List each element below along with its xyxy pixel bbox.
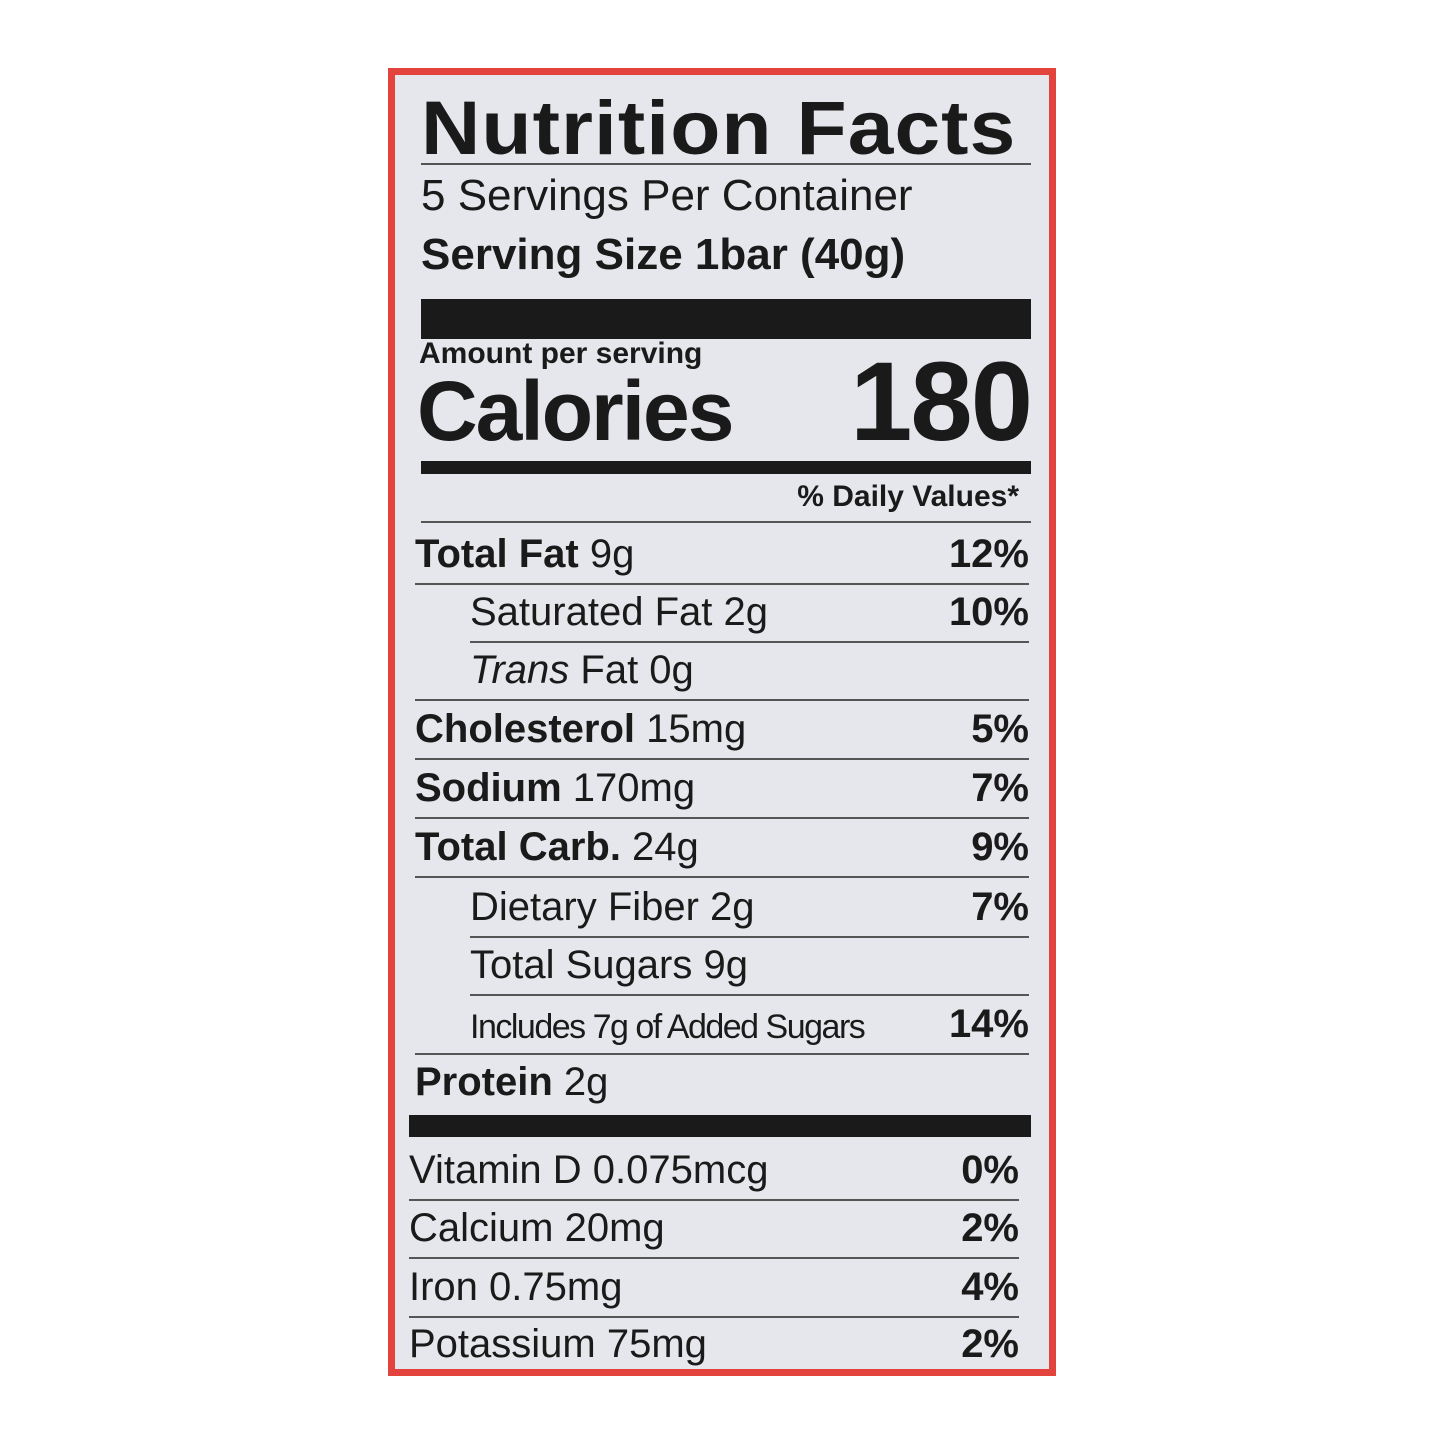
serving-size: Serving Size 1bar (40g)	[421, 230, 906, 279]
nutrient-row-total-fat: Total Fat 9g 12%	[415, 527, 1029, 585]
nutrient-row-sodium: Sodium 170mg 7%	[415, 761, 1029, 819]
calories-label: Calories	[417, 364, 734, 458]
nutrient-row-total-carb: Total Carb. 24g 9%	[415, 820, 1029, 878]
vitamin-row-potassium: Potassium 75mg 2%	[409, 1322, 1019, 1366]
thick-divider	[421, 299, 1031, 339]
vitamin-row-vitamin-d: Vitamin D 0.075mcg 0%	[409, 1143, 1029, 1201]
servings-per-container: 5 Servings Per Container	[421, 171, 913, 220]
medium-divider	[421, 461, 1031, 474]
amount-per-serving: Amount per serving	[419, 337, 703, 370]
divider	[421, 521, 1031, 523]
divider	[421, 163, 1031, 165]
daily-values-header: % Daily Values*	[797, 480, 1019, 513]
nutrition-facts-panel: Nutrition Facts 5 Servings Per Container…	[388, 68, 1056, 1376]
title: Nutrition Facts	[421, 86, 1017, 171]
thick-divider	[409, 1115, 1031, 1137]
nutrient-row-trans-fat: Trans Fat 0g	[415, 643, 1029, 701]
nutrient-row-dietary-fiber: Dietary Fiber 2g 7%	[415, 880, 1029, 938]
nutrient-row-saturated-fat: Saturated Fat 2g 10%	[415, 585, 1029, 643]
nutrient-row-protein: Protein 2g	[415, 1060, 609, 1104]
calories-value: 180	[850, 339, 1033, 464]
vitamin-row-calcium: Calcium 20mg 2%	[409, 1201, 1029, 1259]
nutrient-row-added-sugars: Includes 7g of Added Sugars 14%	[415, 997, 1029, 1055]
nutrient-row-cholesterol: Cholesterol 15mg 5%	[415, 702, 1029, 760]
vitamin-row-iron: Iron 0.75mg 4%	[409, 1260, 1029, 1318]
nutrient-row-total-sugars: Total Sugars 9g	[415, 938, 1029, 996]
